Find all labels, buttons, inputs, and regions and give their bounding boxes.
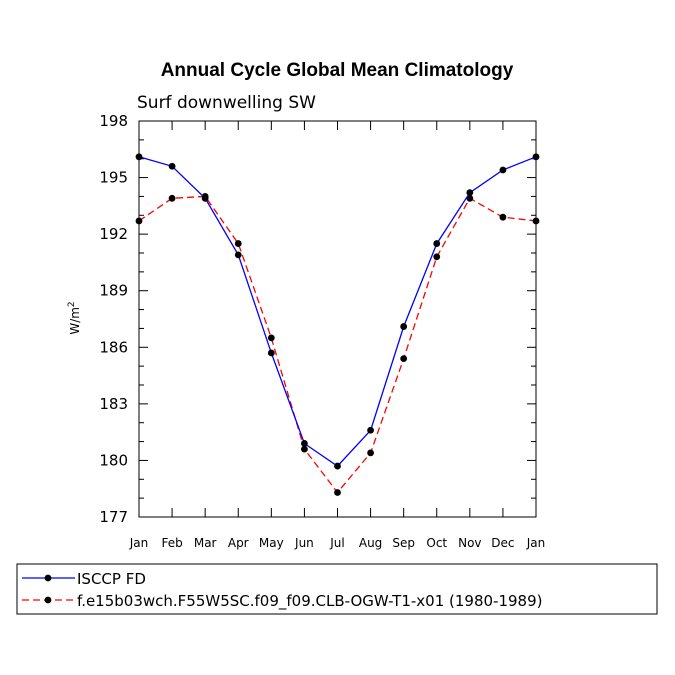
series-line [138, 195, 537, 494]
x-tick-label: May [259, 536, 284, 550]
data-point [135, 153, 143, 161]
data-point [267, 349, 275, 357]
data-point [234, 251, 242, 259]
data-point [168, 162, 176, 170]
x-axis: Jan Feb Mar Apr May Jun Jul Aug Sep Oct Nov Dec Jan [129, 121, 546, 550]
y-tick-label: 192 [99, 225, 128, 243]
data-point [234, 240, 242, 247]
data-point [532, 217, 540, 225]
x-tick-label: Mar [194, 536, 217, 550]
data-point [334, 462, 341, 470]
legend-marker [44, 574, 52, 582]
data-point [466, 194, 474, 202]
x-tick-label: Jan [526, 536, 546, 550]
y-tick-label: 195 [99, 169, 128, 187]
legend-label: f.e15b03wch.F55W5SC.f09_f09.CLB-OGW-T1-x… [77, 592, 542, 611]
y-tick-label: 189 [99, 282, 128, 300]
x-tick-label: Nov [458, 536, 481, 550]
chart-title: Annual Cycle Global Mean Climatology [161, 60, 514, 81]
data-point [334, 489, 341, 496]
y-tick-label: 198 [99, 112, 128, 130]
y-tick-label: 180 [99, 451, 128, 469]
data-point [400, 323, 408, 330]
data-point [168, 194, 176, 202]
y-tick-label: 177 [99, 508, 128, 526]
y-axis-label: W/m2 [67, 301, 82, 334]
x-tick-label: Jun [294, 536, 314, 550]
x-tick-label: Apr [228, 536, 249, 550]
legend: ISCCP FD f.e15b03wch.F55W5SC.f09_f09.CLB-… [22, 570, 542, 611]
x-tick-label: Jul [329, 536, 344, 550]
data-point [466, 189, 474, 197]
x-tick-label: Oct [426, 536, 447, 550]
data-point [367, 426, 374, 434]
x-tick-label: Feb [161, 536, 182, 550]
data-point [499, 213, 507, 221]
data-point [301, 440, 308, 447]
plot-frame [138, 120, 537, 518]
legend-label: ISCCP FD [77, 570, 146, 588]
data-point [201, 194, 209, 202]
x-tick-label: Aug [359, 536, 382, 550]
data-point [532, 153, 540, 161]
y-tick-label: 183 [99, 395, 128, 413]
legend-marker [44, 596, 52, 604]
data-point [367, 449, 374, 457]
x-tick-label: Sep [392, 536, 415, 550]
chart-subtitle: Surf downwelling SW [137, 93, 316, 113]
x-tick-label: Jan [129, 536, 149, 550]
y-tick-label: 186 [99, 338, 128, 356]
data-point [135, 217, 143, 225]
y-axis-label-unit: W/m [68, 307, 82, 335]
y-axis-label-exponent: 2 [67, 301, 77, 307]
data-point [433, 240, 441, 247]
data-point [267, 334, 275, 342]
data-point [499, 166, 507, 174]
data-point [400, 355, 408, 362]
series-line [138, 156, 537, 467]
y-axis: 177 180 183 186 189 192 195 198 [99, 112, 536, 526]
x-tick-label: Dec [491, 536, 514, 550]
data-point [301, 445, 308, 453]
legend-box [16, 563, 658, 615]
data-point [433, 253, 441, 261]
series-layer [135, 153, 540, 496]
